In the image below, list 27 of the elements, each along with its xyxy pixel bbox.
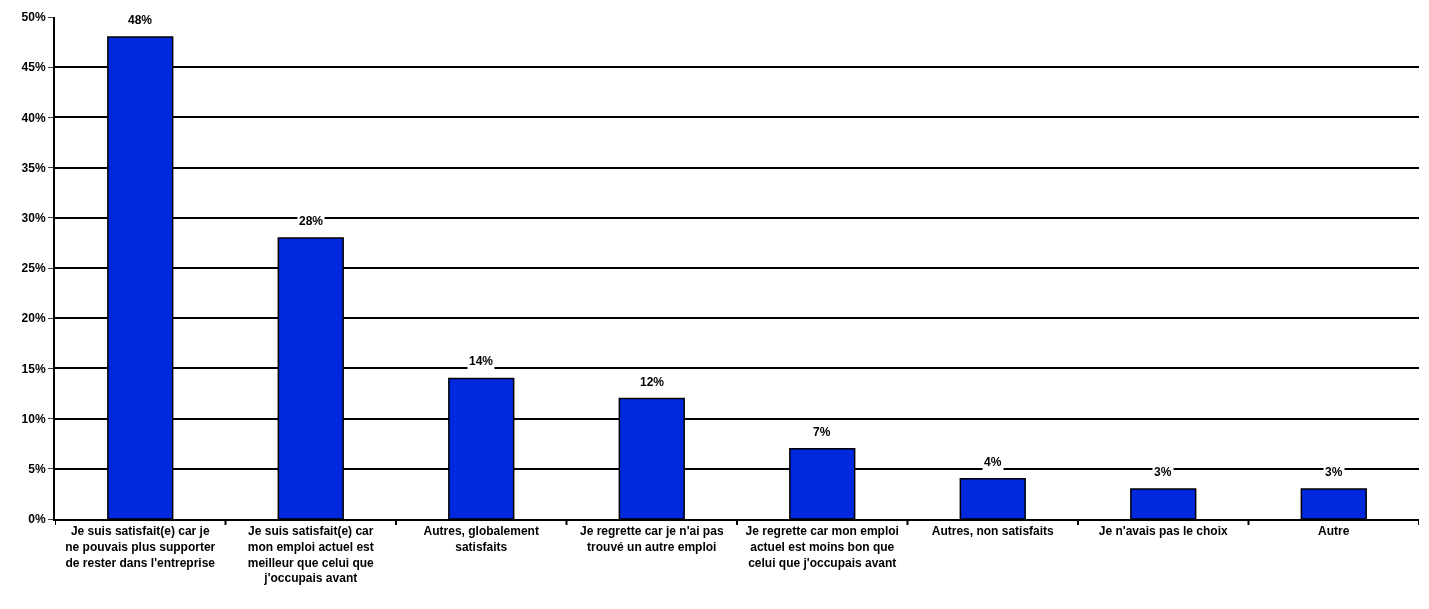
y-tick-label: 20% bbox=[21, 311, 46, 326]
y-tick-label: 10% bbox=[21, 411, 46, 426]
y-tick-label: 35% bbox=[21, 160, 46, 175]
y-tick-label: 25% bbox=[21, 261, 46, 276]
data-label: 3% bbox=[1154, 465, 1172, 479]
x-tick-label: Autre bbox=[1318, 524, 1350, 539]
y-tick-label: 30% bbox=[21, 211, 46, 225]
x-tick-label: Je n'avais pas le choix bbox=[1098, 524, 1229, 539]
x-tick-label: Je suis satisfait(e) car mon emploi actuel est meilleur que celui que j'occupais avant bbox=[247, 524, 375, 586]
x-tick-label: Je regrette car je n'ai pas trouvé un autre emploi bbox=[579, 524, 724, 554]
y-tick-label: 15% bbox=[21, 361, 46, 376]
data-label: 12% bbox=[640, 375, 665, 389]
data-label: 3% bbox=[1325, 465, 1343, 479]
y-tick-label: 5% bbox=[28, 462, 46, 476]
y-tick-label: 50% bbox=[21, 10, 46, 25]
x-tick-label: Je regrette car mon emploi actuel est moins bon que celui que j'occupais avant bbox=[745, 524, 899, 570]
x-tick-label: Autres, globalement satisfaits bbox=[423, 524, 539, 554]
data-label: 7% bbox=[813, 425, 831, 439]
data-label: 14% bbox=[469, 354, 494, 368]
y-tick-label: 0% bbox=[28, 512, 46, 527]
x-tick-label: Autres, non satisfaits bbox=[931, 524, 1055, 539]
y-tick-label: 40% bbox=[21, 110, 46, 125]
data-label: 4% bbox=[984, 455, 1002, 469]
data-label: 48% bbox=[128, 13, 153, 27]
x-tick-label: Je suis satisfait(e) car je ne pouvais plus supporter de rester dans l'entreprise bbox=[65, 524, 216, 570]
y-tick-label: 45% bbox=[21, 60, 46, 75]
data-label: 28% bbox=[299, 214, 324, 228]
